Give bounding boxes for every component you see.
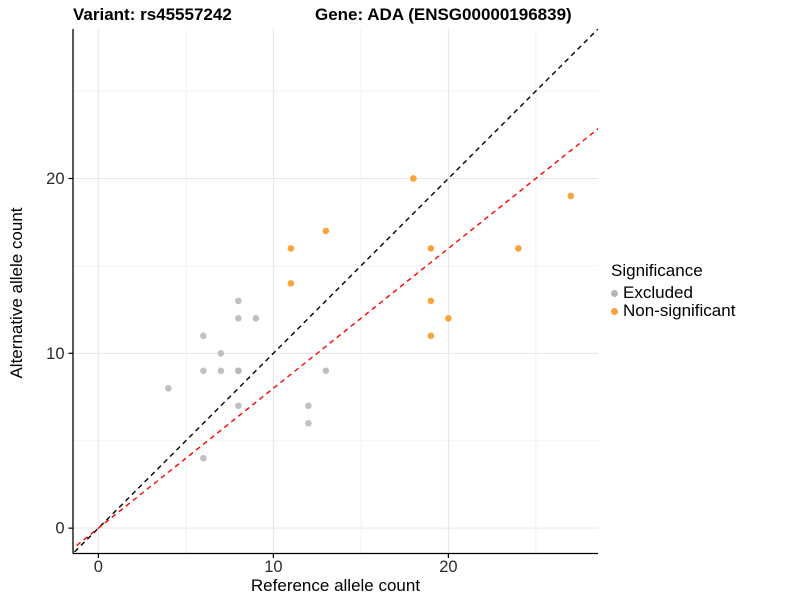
expected-ratio-line xyxy=(73,127,598,550)
y-tick-label: 0 xyxy=(55,520,64,538)
data-point-excluded xyxy=(322,367,330,375)
data-point-excluded xyxy=(305,419,312,427)
x-tick-label: 10 xyxy=(264,558,282,576)
y-axis-title: Alternative allele count xyxy=(7,207,26,379)
legend-label: Non-significant xyxy=(623,301,736,320)
data-point-excluded xyxy=(235,367,242,375)
data-point-excluded xyxy=(305,402,312,410)
excluded-point-icon xyxy=(611,289,618,297)
data-point-excluded xyxy=(235,297,242,305)
data-point-excluded xyxy=(217,350,225,357)
data-point-non-significant xyxy=(427,245,435,252)
x-tick-label: 0 xyxy=(94,558,103,576)
data-point-non-significant xyxy=(287,280,295,287)
data-point-non-significant xyxy=(287,245,295,252)
x-axis-title: Reference allele count xyxy=(250,576,421,595)
y-tick-label: 10 xyxy=(46,345,64,363)
data-point-excluded xyxy=(252,315,260,322)
legend-title: Significance xyxy=(611,261,703,280)
non-significant-point-icon xyxy=(611,307,618,315)
data-point-excluded xyxy=(217,367,225,375)
data-point-excluded xyxy=(200,367,207,375)
x-tick-label: 20 xyxy=(439,558,457,576)
data-point-excluded xyxy=(200,454,207,462)
data-point-excluded xyxy=(235,402,242,410)
data-point-non-significant xyxy=(567,192,575,200)
data-point-excluded xyxy=(235,315,242,322)
legend: Significance Excluded Non-significant xyxy=(611,261,735,320)
data-point-non-significant xyxy=(410,175,417,182)
legend-label: Excluded xyxy=(623,283,693,302)
legend-item-non-significant: Non-significant xyxy=(611,301,736,320)
data-point-excluded xyxy=(200,332,207,340)
data-point-non-significant xyxy=(515,245,522,252)
data-point-non-significant xyxy=(427,332,435,340)
variant-title: Variant: rs45557242 xyxy=(73,5,232,24)
data-point-non-significant xyxy=(322,227,330,235)
data-point-non-significant xyxy=(445,315,452,322)
data-point-non-significant xyxy=(427,297,435,305)
legend-item-excluded: Excluded xyxy=(611,283,735,302)
y-tick-label: 20 xyxy=(46,170,64,188)
identity-line xyxy=(73,29,598,554)
gene-title: Gene: ADA (ENSG00000196839) xyxy=(315,5,572,24)
data-point-excluded xyxy=(165,384,172,392)
